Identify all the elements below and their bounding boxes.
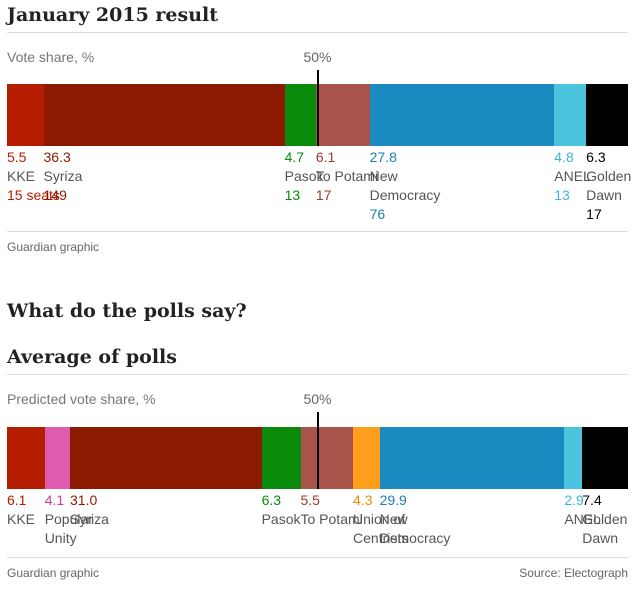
segment-label-kke: 5.5 KKE 15 seats: [7, 148, 60, 205]
segment-value: 5.5: [300, 492, 320, 508]
segment-party-name: ANEL: [554, 168, 591, 184]
bar-segment-golden-dawn: [582, 427, 629, 489]
segment-seats: 13: [284, 187, 301, 203]
segment-value: 36.3: [43, 149, 71, 165]
segment-party-name: ANEL: [564, 511, 601, 527]
segment-seats: 149: [43, 187, 67, 203]
segment-value: 4.7: [284, 149, 305, 165]
bar-segment-golden-dawn: [586, 84, 629, 146]
bar-segment-pasok: [284, 84, 317, 146]
segment-party-name: Golden Dawn: [586, 168, 632, 203]
polls-heading: What do the polls say?: [7, 300, 247, 322]
segment-party-name: Pasok: [261, 511, 301, 527]
segment-seats: 17: [315, 187, 332, 203]
segment-label-anel: 4.8 ANEL 13: [554, 148, 591, 205]
segment-label-to-potami: 6.1 To Potami 17: [316, 148, 378, 205]
segment-label-syriza: 31.0 Syriza: [70, 491, 109, 529]
bar-segment-kke: [7, 427, 46, 489]
chart-source: Source: Electograph: [519, 566, 628, 580]
segment-label-new-democracy: 27.8 New Democracy 76: [370, 148, 441, 224]
segment-party-name: KKE: [7, 511, 36, 527]
chart-subtitle: Vote share, %: [7, 49, 95, 65]
segment-value: 2.9: [564, 492, 584, 508]
bar-segment-syriza: [43, 84, 286, 146]
chart-subtitle: Predicted vote share, %: [7, 391, 156, 407]
segment-value: 5.5: [7, 149, 27, 165]
segment-seats: 76: [369, 206, 386, 222]
segment-party-name: Syriza: [43, 168, 83, 184]
bar-segment-new-democracy: [379, 427, 565, 489]
segment-value: 4.8: [554, 149, 574, 165]
segment-label-golden-dawn: 6.3 Golden Dawn 17: [586, 148, 631, 224]
half-marker-label: 50%: [303, 49, 332, 65]
segment-party-name: To Potami: [315, 168, 379, 184]
bar-segment-kke: [7, 84, 45, 146]
segment-value: 29.9: [379, 492, 407, 508]
segment-value: 31.0: [70, 492, 98, 508]
segment-value: 4.1: [44, 492, 65, 508]
segment-party-name: Syriza: [70, 511, 109, 527]
chart-title: January 2015 result: [7, 4, 219, 26]
half-marker-line: [316, 70, 319, 146]
segment-value: 27.8: [369, 149, 397, 165]
half-marker-line: [316, 412, 319, 489]
segment-value: 6.3: [261, 492, 282, 508]
bar-segment-anel: [564, 427, 583, 489]
segment-party-name: New Democracy: [379, 511, 451, 546]
segment-seats: 15 seats: [7, 187, 60, 203]
segment-seats: 17: [586, 206, 602, 222]
footer-rule: [7, 231, 628, 232]
segment-value: 4.3: [353, 492, 373, 508]
bar-segment-union-of-centrists: [353, 427, 381, 489]
bar-segment-new-democracy: [369, 84, 555, 146]
segment-label-golden-dawn: 7.4 Golden Dawn: [582, 491, 627, 548]
segment-value: 6.1: [7, 492, 27, 508]
segment-value: 7.4: [582, 492, 602, 508]
bar-segment-gap: [334, 427, 354, 489]
segment-party-name: Golden Dawn: [582, 511, 628, 546]
segment-party-name: Union of Centrists: [353, 511, 409, 546]
segment-party-name: KKE: [7, 168, 36, 184]
chart-january-2015-result: January 2015 result Vote share, % 50% 5.…: [7, 0, 631, 265]
segment-label-popular-unity: 4.1 Popular Unity: [45, 491, 93, 548]
chart-footer: Guardian graphic: [7, 566, 100, 580]
segment-label-union-of-centrists: 4.3 Union of Centrists: [353, 491, 408, 548]
bar-segment-to-potami: [315, 84, 357, 146]
chart-average-of-polls: Average of polls Predicted vote share, %…: [7, 344, 629, 592]
title-rule: [7, 32, 628, 33]
segment-party-name: To Potami: [300, 511, 363, 527]
chart-footer: Guardian graphic: [7, 240, 100, 254]
chart-title: Average of polls: [7, 346, 177, 368]
segment-value: 6.1: [315, 149, 336, 165]
bar-segment-pasok: [261, 427, 301, 489]
bar-segment-anel: [554, 84, 587, 146]
segment-party-name: Popular Unity: [44, 511, 93, 546]
segment-seats: 13: [554, 187, 570, 203]
stacked-bar: [7, 427, 629, 489]
segment-label-pasok: 6.3 Pasok: [262, 491, 301, 529]
segment-label-new-democracy: 29.9 New Democracy: [380, 491, 451, 548]
half-marker-label: 50%: [303, 391, 332, 407]
segment-value: 6.3: [586, 149, 606, 165]
footer-rule: [7, 557, 628, 558]
segment-party-name: Pasok: [284, 168, 324, 184]
title-rule: [7, 374, 628, 375]
segment-label-pasok: 4.7 Pasok 13: [285, 148, 324, 205]
bar-segment-popular-unity: [44, 427, 71, 489]
segment-label-kke: 6.1 KKE: [7, 491, 35, 529]
bar-segment-gap: [356, 84, 371, 146]
segment-label-to-potami: 5.5 To Potami: [301, 491, 363, 529]
stacked-bar: [7, 84, 629, 146]
segment-label-syriza: 36.3 Syriza 149: [44, 148, 83, 205]
bar-segment-syriza: [70, 427, 263, 489]
segment-party-name: New Democracy: [369, 168, 441, 203]
segment-label-anel: 2.9 ANEL: [564, 491, 601, 529]
